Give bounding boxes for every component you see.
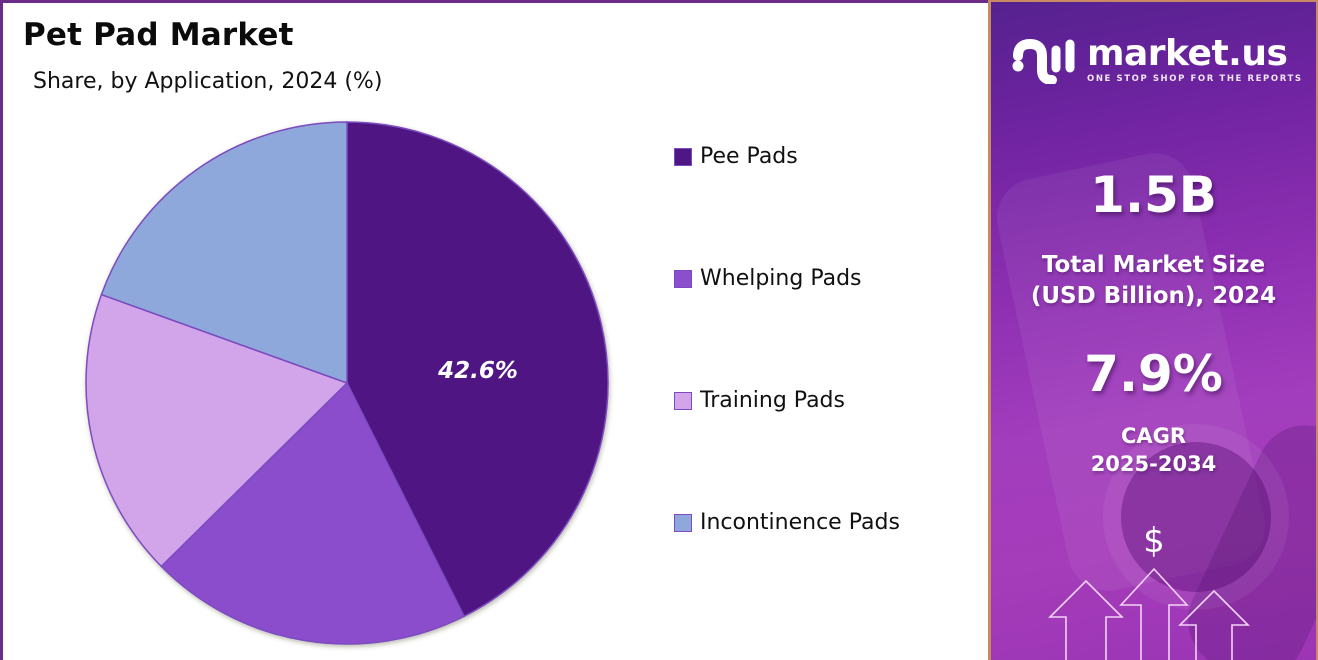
market-us-logo[interactable]: market.us ONE STOP SHOP FOR THE REPORTS	[1011, 36, 1303, 84]
pie-chart: 42.6%	[85, 121, 609, 645]
logo-name: market.us	[1087, 33, 1288, 74]
legend-swatch-incontinence-pads	[674, 513, 692, 532]
market-size-value: 1.5B	[1090, 166, 1217, 224]
legend-label: Pee Pads	[700, 144, 798, 169]
background-coin-decoration	[1121, 442, 1271, 592]
summary-sidebar: market.us ONE STOP SHOP FOR THE REPORTS …	[988, 0, 1318, 660]
pie-slice-whelping-pads[interactable]	[160, 381, 466, 645]
legend-item-whelping-pads[interactable]: Whelping Pads	[674, 266, 862, 291]
legend-label: Whelping Pads	[700, 266, 862, 291]
logo-mark-icon	[1012, 38, 1075, 84]
market-size-label-line1: Total Market Size	[1041, 252, 1266, 278]
pie-chart-svg: 42.6%	[85, 121, 609, 645]
legend-item-incontinence-pads[interactable]: Incontinence Pads	[674, 510, 900, 535]
dollar-icon: $	[1143, 521, 1165, 561]
legend-swatch-pee-pads	[674, 147, 692, 166]
pie-slice-label-pee-pads: 42.6%	[437, 358, 518, 384]
chart-subtitle: Share, by Application, 2024 (%)	[33, 69, 383, 94]
cagr-label: CAGR	[1120, 424, 1187, 448]
legend-item-pee-pads[interactable]: Pee Pads	[674, 144, 798, 169]
chart-title: Pet Pad Market	[23, 17, 294, 53]
cagr-period: 2025-2034	[1090, 452, 1217, 476]
pie-slice-pee-pads[interactable]	[346, 121, 609, 618]
pie-slice-training-pads[interactable]	[85, 293, 349, 568]
growth-arrows-icon: $	[1048, 521, 1250, 660]
pie-slice-incontinence-pads[interactable]	[100, 121, 348, 385]
cagr-value: 7.9%	[1084, 345, 1223, 403]
logo-tagline: ONE STOP SHOP FOR THE REPORTS	[1087, 74, 1303, 84]
legend-swatch-whelping-pads	[674, 269, 692, 288]
legend-item-training-pads[interactable]: Training Pads	[674, 388, 845, 413]
legend-label: Training Pads	[700, 388, 845, 413]
legend-label: Incontinence Pads	[700, 510, 900, 535]
legend-swatch-training-pads	[674, 391, 692, 410]
market-size-label-line2: (USD Billion), 2024	[1030, 283, 1277, 309]
